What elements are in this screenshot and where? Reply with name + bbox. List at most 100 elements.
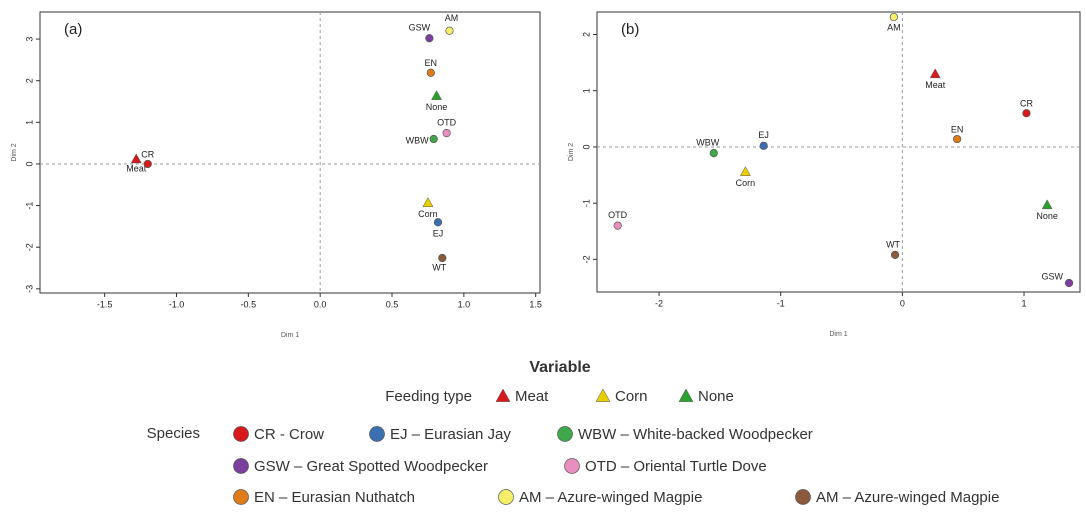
circle-marker (890, 13, 898, 21)
y-tick-label: -2 (24, 243, 34, 251)
legend-label: CR - Crow (254, 426, 324, 443)
x-axis-label: Dim 1 (281, 332, 299, 339)
x-tick-label: -1.5 (97, 299, 113, 309)
legend-label: Corn (615, 388, 648, 405)
circle-marker (760, 142, 768, 150)
y-tick-label: 0 (581, 144, 591, 149)
triangle-marker (930, 69, 940, 78)
point-label: WT (886, 239, 900, 249)
point-label: OTD (608, 210, 627, 220)
triangle-marker (740, 167, 750, 176)
point-label: EN (425, 58, 438, 68)
point-label: WBW (696, 137, 719, 147)
circle-marker (565, 459, 580, 474)
point-label: GSW (409, 23, 431, 33)
x-tick-label: -1.0 (169, 299, 185, 309)
legend-label: None (698, 388, 734, 405)
y-tick-label: -2 (581, 255, 591, 263)
y-tick-label: -1 (24, 202, 34, 210)
plot-frame (597, 12, 1080, 292)
point-label: CR (141, 149, 154, 159)
panel-title: (b) (621, 21, 639, 38)
x-tick-label: 1.0 (458, 299, 471, 309)
point-label: None (1036, 211, 1058, 221)
point-label: None (426, 102, 448, 112)
circle-marker (558, 427, 573, 442)
legend-label: WBW – White-backed Woodpecker (578, 426, 813, 443)
triangle-marker (496, 389, 510, 402)
y-tick-label: -3 (24, 285, 34, 293)
circle-marker (234, 459, 249, 474)
x-axis-label: Dim 1 (829, 331, 847, 338)
circle-marker (426, 34, 434, 42)
y-tick-label: 3 (24, 37, 34, 42)
point-label: Meat (126, 163, 147, 173)
legend-label: GSW – Great Spotted Woodpecker (254, 458, 488, 475)
triangle-marker (131, 154, 141, 163)
y-tick-label: 2 (581, 32, 591, 37)
legend-label: AM – Azure-winged Magpie (816, 489, 999, 506)
point-label: CR (1020, 99, 1033, 109)
circle-marker (430, 135, 438, 143)
y-axis-label: Dim 2 (568, 143, 575, 161)
x-tick-label: 0.5 (386, 299, 399, 309)
y-tick-label: 1 (24, 120, 34, 125)
panel-title: (a) (64, 21, 82, 38)
point-label: GSW (1042, 271, 1064, 281)
legend-group-title: Species (147, 425, 200, 442)
triangle-marker (596, 389, 610, 402)
y-tick-label: 0 (24, 161, 34, 166)
legend-label: Meat (515, 388, 549, 405)
legend-label: OTD – Oriental Turtle Dove (585, 458, 767, 475)
point-label: AM (887, 22, 901, 32)
circle-marker (144, 160, 152, 168)
circle-marker (953, 135, 961, 143)
circle-marker (439, 254, 447, 262)
point-label: AM (445, 13, 459, 23)
circle-marker (443, 129, 451, 137)
triangle-marker (679, 389, 693, 402)
circle-marker (1065, 279, 1073, 287)
x-tick-label: 1 (1022, 298, 1027, 308)
legend-title: Variable (529, 359, 590, 376)
y-tick-label: 2 (24, 78, 34, 83)
triangle-marker (1042, 200, 1052, 209)
point-label: Meat (925, 80, 946, 90)
circle-marker (891, 251, 899, 259)
plot-frame (40, 12, 540, 293)
circle-marker (370, 427, 385, 442)
point-label: WT (432, 262, 446, 272)
point-label: EJ (758, 130, 769, 140)
y-axis-label: Dim 2 (11, 143, 18, 161)
point-label: Corn (418, 209, 438, 219)
triangle-marker (423, 198, 433, 207)
circle-marker (710, 149, 718, 157)
x-tick-label: 0.0 (314, 299, 327, 309)
y-tick-label: -1 (581, 199, 591, 207)
circle-marker (234, 490, 249, 505)
circle-marker (499, 490, 514, 505)
circle-marker (1023, 109, 1031, 117)
x-tick-label: -2 (655, 298, 663, 308)
x-tick-label: 0 (900, 298, 905, 308)
point-label: EN (951, 124, 964, 134)
legend-label: EJ – Eurasian Jay (390, 426, 511, 443)
circle-marker (614, 222, 622, 230)
circle-marker (427, 69, 435, 77)
figure: (a) -1.5 -1.0 -0.5 0.0 0.5 1.0 1.5 -3 -2 -1 0 1 2 3 Dim… (0, 0, 1086, 515)
x-tick-label: -0.5 (241, 299, 257, 309)
point-label: WBW (406, 135, 429, 145)
circle-marker (446, 27, 454, 35)
circle-marker (796, 490, 811, 505)
legend-label: AM – Azure-winged Magpie (519, 489, 702, 506)
point-label: OTD (437, 118, 456, 128)
x-tick-label: -1 (777, 298, 785, 308)
triangle-marker (432, 91, 442, 100)
legend-group-title: Feeding type (385, 388, 472, 405)
point-label: EJ (433, 229, 444, 239)
circle-marker (434, 218, 442, 226)
point-label: Corn (736, 178, 756, 188)
y-tick-label: 1 (581, 88, 591, 93)
x-tick-label: 1.5 (529, 299, 542, 309)
legend-label: EN – Eurasian Nuthatch (254, 489, 415, 506)
